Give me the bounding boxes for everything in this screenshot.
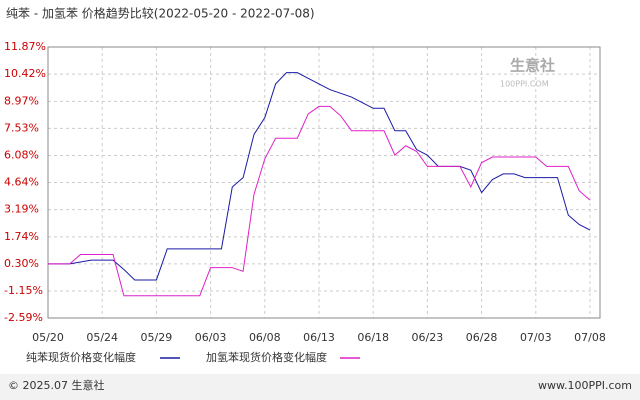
series-line [48,72,591,281]
y-tick-label: 11.87% [4,40,46,53]
x-tick-label: 05/20 [32,331,64,344]
watermark-brand: 生意社 [510,57,555,75]
y-tick-label: 1.74% [4,230,39,243]
y-tick-label: 4.64% [4,176,39,189]
y-tick-label: 8.97% [4,94,39,107]
footer-band [0,374,640,400]
x-tick-label: 05/24 [86,331,118,344]
y-tick-label: 7.53% [4,121,39,134]
y-tick-label: -2.59% [4,311,43,324]
x-tick-label: 06/18 [357,331,389,344]
y-tick-label: 6.08% [4,149,39,162]
x-tick-label: 06/23 [412,331,444,344]
x-tick-label: 06/28 [466,331,498,344]
footer-left: © 2025.07 生意社 [8,378,104,392]
watermark-site: 100PPI.COM [500,80,549,89]
y-tick-label: 3.19% [4,203,39,216]
x-tick-label: 06/13 [303,331,335,344]
y-tick-label: -1.15% [4,284,43,297]
x-tick-label: 07/03 [520,331,552,344]
y-tick-label: 0.30% [4,257,39,270]
x-tick-label: 06/03 [195,331,227,344]
series-line [48,105,591,297]
legend-label: 加氢苯现货价格变化幅度 [206,350,327,364]
x-tick-label: 07/08 [574,331,606,344]
chart-title: 纯苯 - 加氢苯 价格趋势比较(2022-05-20 - 2022-07-08) [6,6,315,21]
x-tick-label: 05/29 [141,331,173,344]
x-tick-label: 06/08 [249,331,281,344]
plot-border [47,46,601,319]
legend-label: 纯苯现货价格变化幅度 [26,350,136,364]
footer-right: www.100PPI.com [538,379,632,392]
y-tick-label: 10.42% [4,67,46,80]
